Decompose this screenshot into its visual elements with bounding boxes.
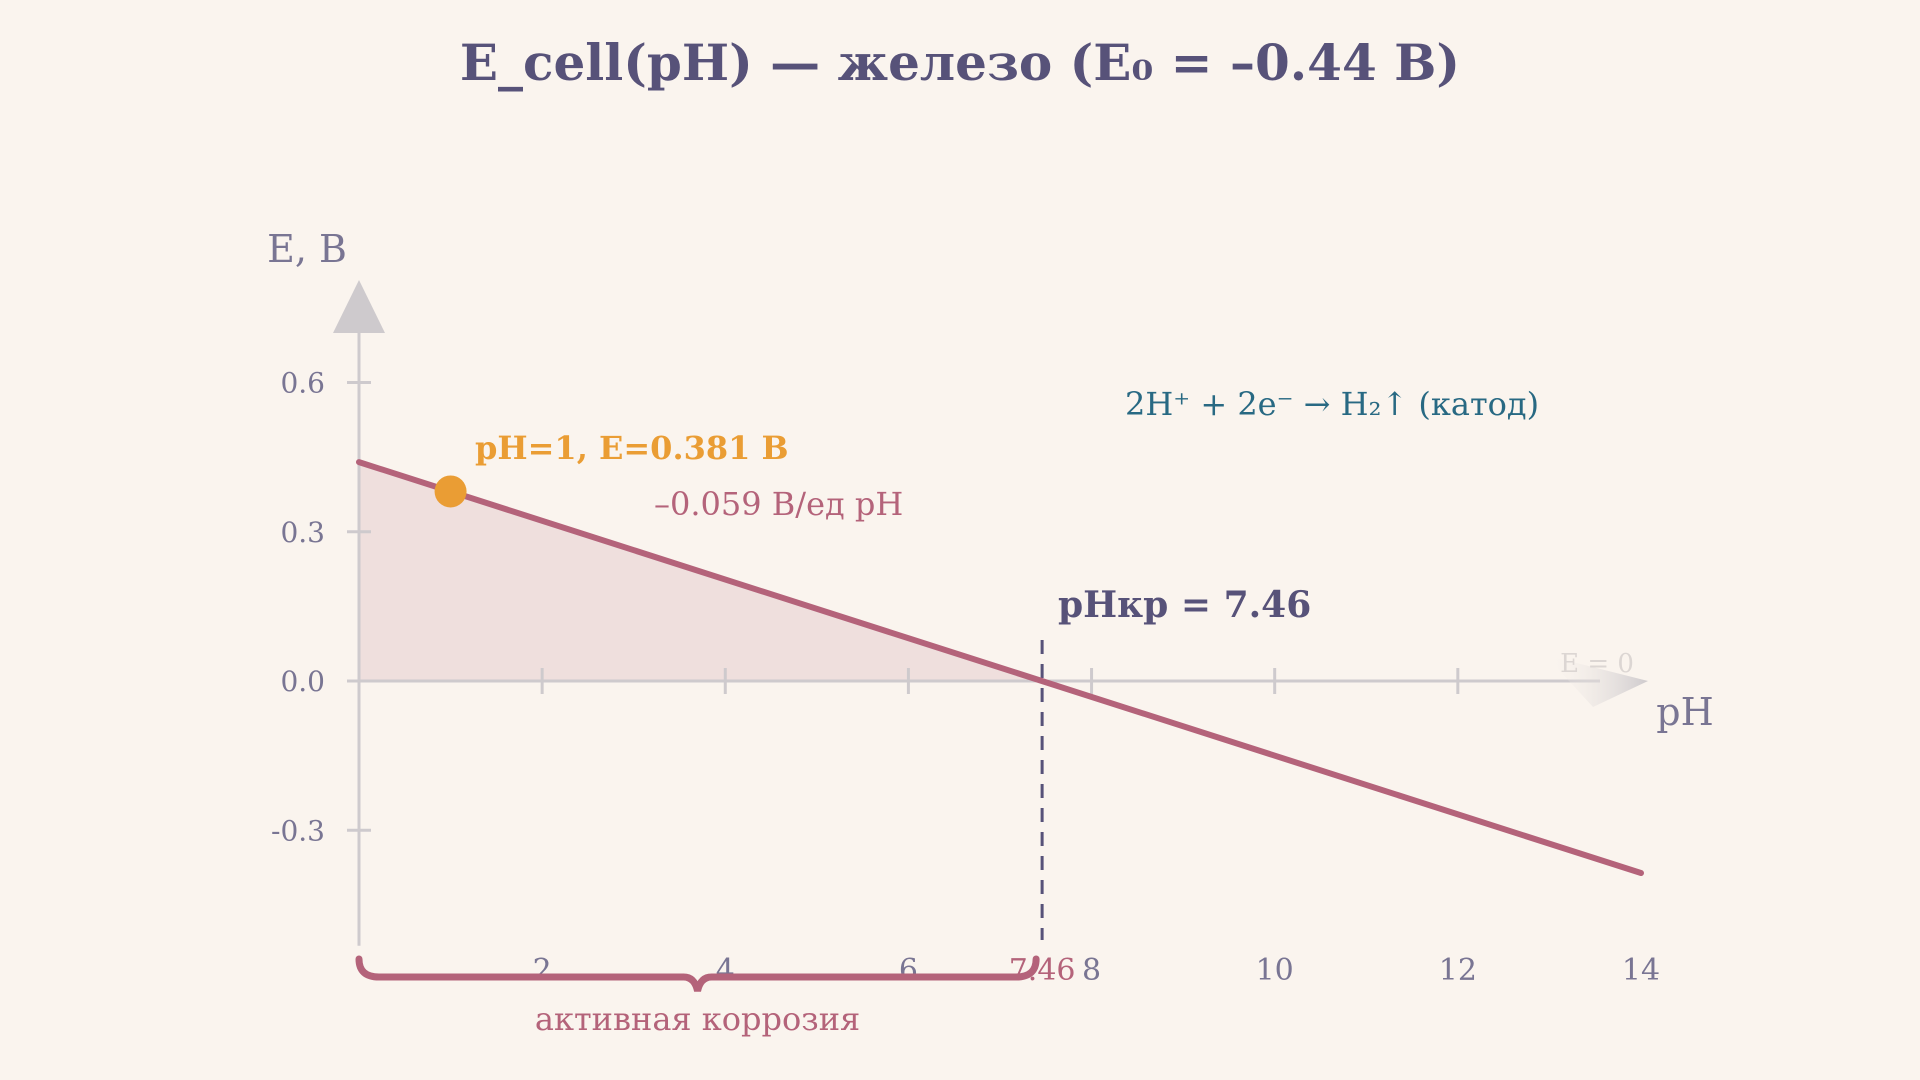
corrosion-region-label: активная коррозия [535, 1000, 860, 1038]
highlight-point [434, 475, 467, 508]
plot-area: 0.6 0.3 0.0 -0.3 2 4 6 8 10 12 14 E, В pH E = 0 pHкр =… [267, 227, 1714, 1038]
chart-title: E_cell(pH) — железо (E₀ = –0.44 В) [460, 33, 1460, 92]
x-tick-label: 6 [899, 953, 918, 988]
highlight-point-label: pH=1, E=0.381 В [475, 429, 789, 467]
corrosion-brace [355, 955, 1040, 992]
y-tick-label: 0.6 [280, 367, 325, 400]
y-axis-arrow [333, 280, 385, 333]
x-tick-label: 12 [1439, 953, 1477, 988]
reaction-label: 2H⁺ + 2e⁻ → H₂↑ (катод) [1125, 385, 1539, 423]
y-tick-label: -0.3 [271, 814, 325, 847]
series-line [356, 459, 1644, 877]
x-axis-label: pH [1656, 690, 1713, 734]
x-tick-label: 14 [1622, 953, 1660, 988]
critical-ph-tick-label: 7.46 [1009, 953, 1076, 988]
x-tick-label: 8 [1082, 953, 1101, 988]
critical-ph-label: pHкр = 7.46 [1058, 584, 1311, 626]
x-tick-label: 4 [716, 953, 735, 988]
x-tick-label: 10 [1256, 953, 1294, 988]
x-tick-label: 2 [533, 953, 552, 988]
x-axis-arrow [1545, 655, 1648, 707]
slope-label: –0.059 В/ед pH [654, 485, 903, 523]
zero-line-label: E = 0 [1560, 649, 1634, 679]
y-tick-label: 0.3 [280, 516, 325, 549]
y-tick-label: 0.0 [280, 665, 325, 698]
y-axis-label: E, В [267, 227, 347, 271]
